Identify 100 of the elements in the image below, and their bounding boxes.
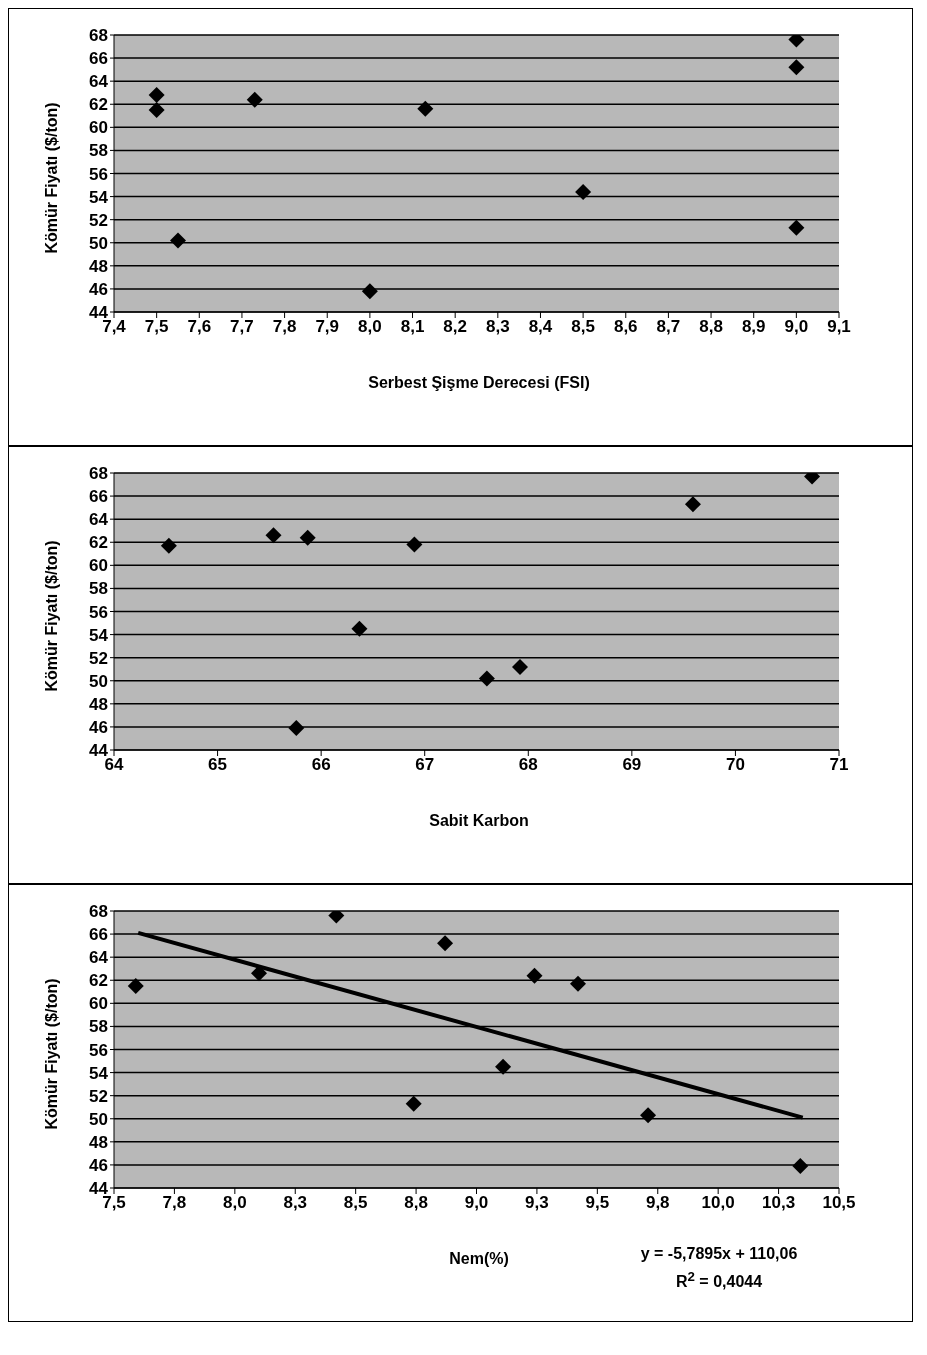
point <box>640 1107 657 1124</box>
x-tick-label: 8,8 <box>404 1193 428 1213</box>
text: R$^{2}$ = 0,4044 <box>674 1269 764 1292</box>
x-tick-label: 7,9 <box>315 317 340 337</box>
y-tick-label: 58 <box>89 141 108 161</box>
y-tick-label: 52 <box>89 210 108 230</box>
x-tick-label: 8,4 <box>528 317 553 337</box>
point <box>148 102 165 119</box>
y-tick-label: 52 <box>89 648 108 668</box>
y-tick-label: 48 <box>89 694 108 714</box>
point <box>684 496 701 513</box>
point <box>406 536 423 553</box>
y-tick-label: 68 <box>89 902 108 922</box>
x-tick-label: 7,6 <box>187 317 212 337</box>
point <box>526 967 543 984</box>
point <box>570 975 586 992</box>
point <box>299 529 316 546</box>
x-tick-label: 8,8 <box>699 317 723 337</box>
x-tick-label: 9,1 <box>827 317 851 337</box>
point <box>265 527 282 544</box>
y-axis-title: Kömür Fiyatı ($/ton) <box>42 102 60 254</box>
y-tick-label: 52 <box>89 1086 108 1106</box>
point <box>160 537 177 554</box>
x-tick-label: 66 <box>311 755 331 775</box>
y-tick-label: 46 <box>89 717 108 737</box>
y-tick-label: 46 <box>89 1155 108 1175</box>
x-tick-label: 8,3 <box>486 317 510 337</box>
y-tick-label: 54 <box>89 1063 109 1083</box>
y-tick-label: 54 <box>89 187 109 207</box>
x-tick-label: 8,5 <box>343 1193 368 1213</box>
y-tick-label: 50 <box>89 233 108 253</box>
point <box>792 1158 809 1175</box>
x-tick-label: 7,8 <box>272 317 297 337</box>
x-tick-label: 8,3 <box>283 1193 308 1213</box>
y-tick-label: 62 <box>89 95 108 115</box>
x-tick-label: 67 <box>415 755 435 775</box>
x-tick-label: 8,1 <box>400 317 425 337</box>
x-tick-label: 10,0 <box>701 1193 735 1213</box>
x-tick-label: 69 <box>622 755 642 775</box>
point <box>148 87 165 104</box>
point <box>169 232 186 249</box>
y-tick-label: 62 <box>89 971 108 991</box>
text: y = -5,7895x + 110,06 <box>639 1245 799 1263</box>
point <box>405 1095 422 1112</box>
x-tick-label: 9,0 <box>784 317 809 337</box>
x-tick-label: 8,7 <box>656 317 681 337</box>
x-tick-label: 7,5 <box>144 317 169 337</box>
x-tick-label: 68 <box>518 755 538 775</box>
x-tick-label: 10,5 <box>822 1193 856 1213</box>
x-tick-label: 9,8 <box>645 1193 670 1213</box>
point <box>437 935 454 952</box>
point <box>127 978 144 995</box>
y-tick-label: 64 <box>89 510 109 530</box>
x-tick-label: 70 <box>725 755 745 775</box>
point <box>478 670 495 687</box>
x-tick-label: 71 <box>829 755 849 775</box>
y-tick-label: 48 <box>89 256 108 276</box>
point <box>246 91 263 108</box>
y-tick-label: 54 <box>89 625 109 645</box>
point <box>351 620 368 637</box>
x-tick-label: 64 <box>104 755 124 775</box>
x-tick-label: 8,2 <box>443 317 467 337</box>
point <box>788 219 805 236</box>
y-tick-label: 50 <box>89 1109 108 1129</box>
point <box>361 283 378 300</box>
y-tick-label: 60 <box>89 994 108 1014</box>
point <box>575 183 592 200</box>
x-axis-title: Sabit Karbon <box>428 812 530 830</box>
y-tick-label: 68 <box>89 26 108 46</box>
y-tick-label: 62 <box>89 533 108 553</box>
x-tick-label: 7,8 <box>162 1193 187 1213</box>
x-tick-label: 8,0 <box>223 1193 247 1213</box>
x-tick-label: 9,3 <box>525 1193 549 1213</box>
point <box>417 100 434 117</box>
x-tick-label: 9,0 <box>464 1193 489 1213</box>
y-tick-label: 68 <box>89 464 108 484</box>
y-tick-label: 46 <box>89 279 108 299</box>
x-axis-title: Nem(%) <box>449 1250 509 1267</box>
point <box>788 59 805 76</box>
x-tick-label: 7,7 <box>230 317 254 337</box>
y-tick-label: 56 <box>89 164 108 184</box>
x-axis-title: Serbest Şişme Derecesi (FSI) <box>367 374 591 392</box>
y-tick-label: 66 <box>89 487 108 507</box>
y-tick-label: 60 <box>89 556 108 576</box>
y-tick-label: 58 <box>89 579 108 599</box>
y-tick-label: 50 <box>89 671 108 691</box>
y-tick-label: 66 <box>89 925 108 945</box>
x-tick-label: 65 <box>208 755 228 775</box>
y-tick-label: 60 <box>89 118 108 138</box>
point <box>288 720 305 737</box>
x-tick-label: 8,5 <box>571 317 595 337</box>
x-tick-label: 9,5 <box>585 1193 610 1213</box>
y-tick-label: 64 <box>89 72 109 92</box>
y-tick-label: 48 <box>89 1132 108 1152</box>
x-tick-label: 8,9 <box>741 317 766 337</box>
y-tick-label: 66 <box>89 49 108 69</box>
point <box>512 658 528 675</box>
point <box>495 1058 512 1075</box>
y-tick-label: 56 <box>89 602 108 622</box>
y-tick-label: 56 <box>89 1040 108 1060</box>
